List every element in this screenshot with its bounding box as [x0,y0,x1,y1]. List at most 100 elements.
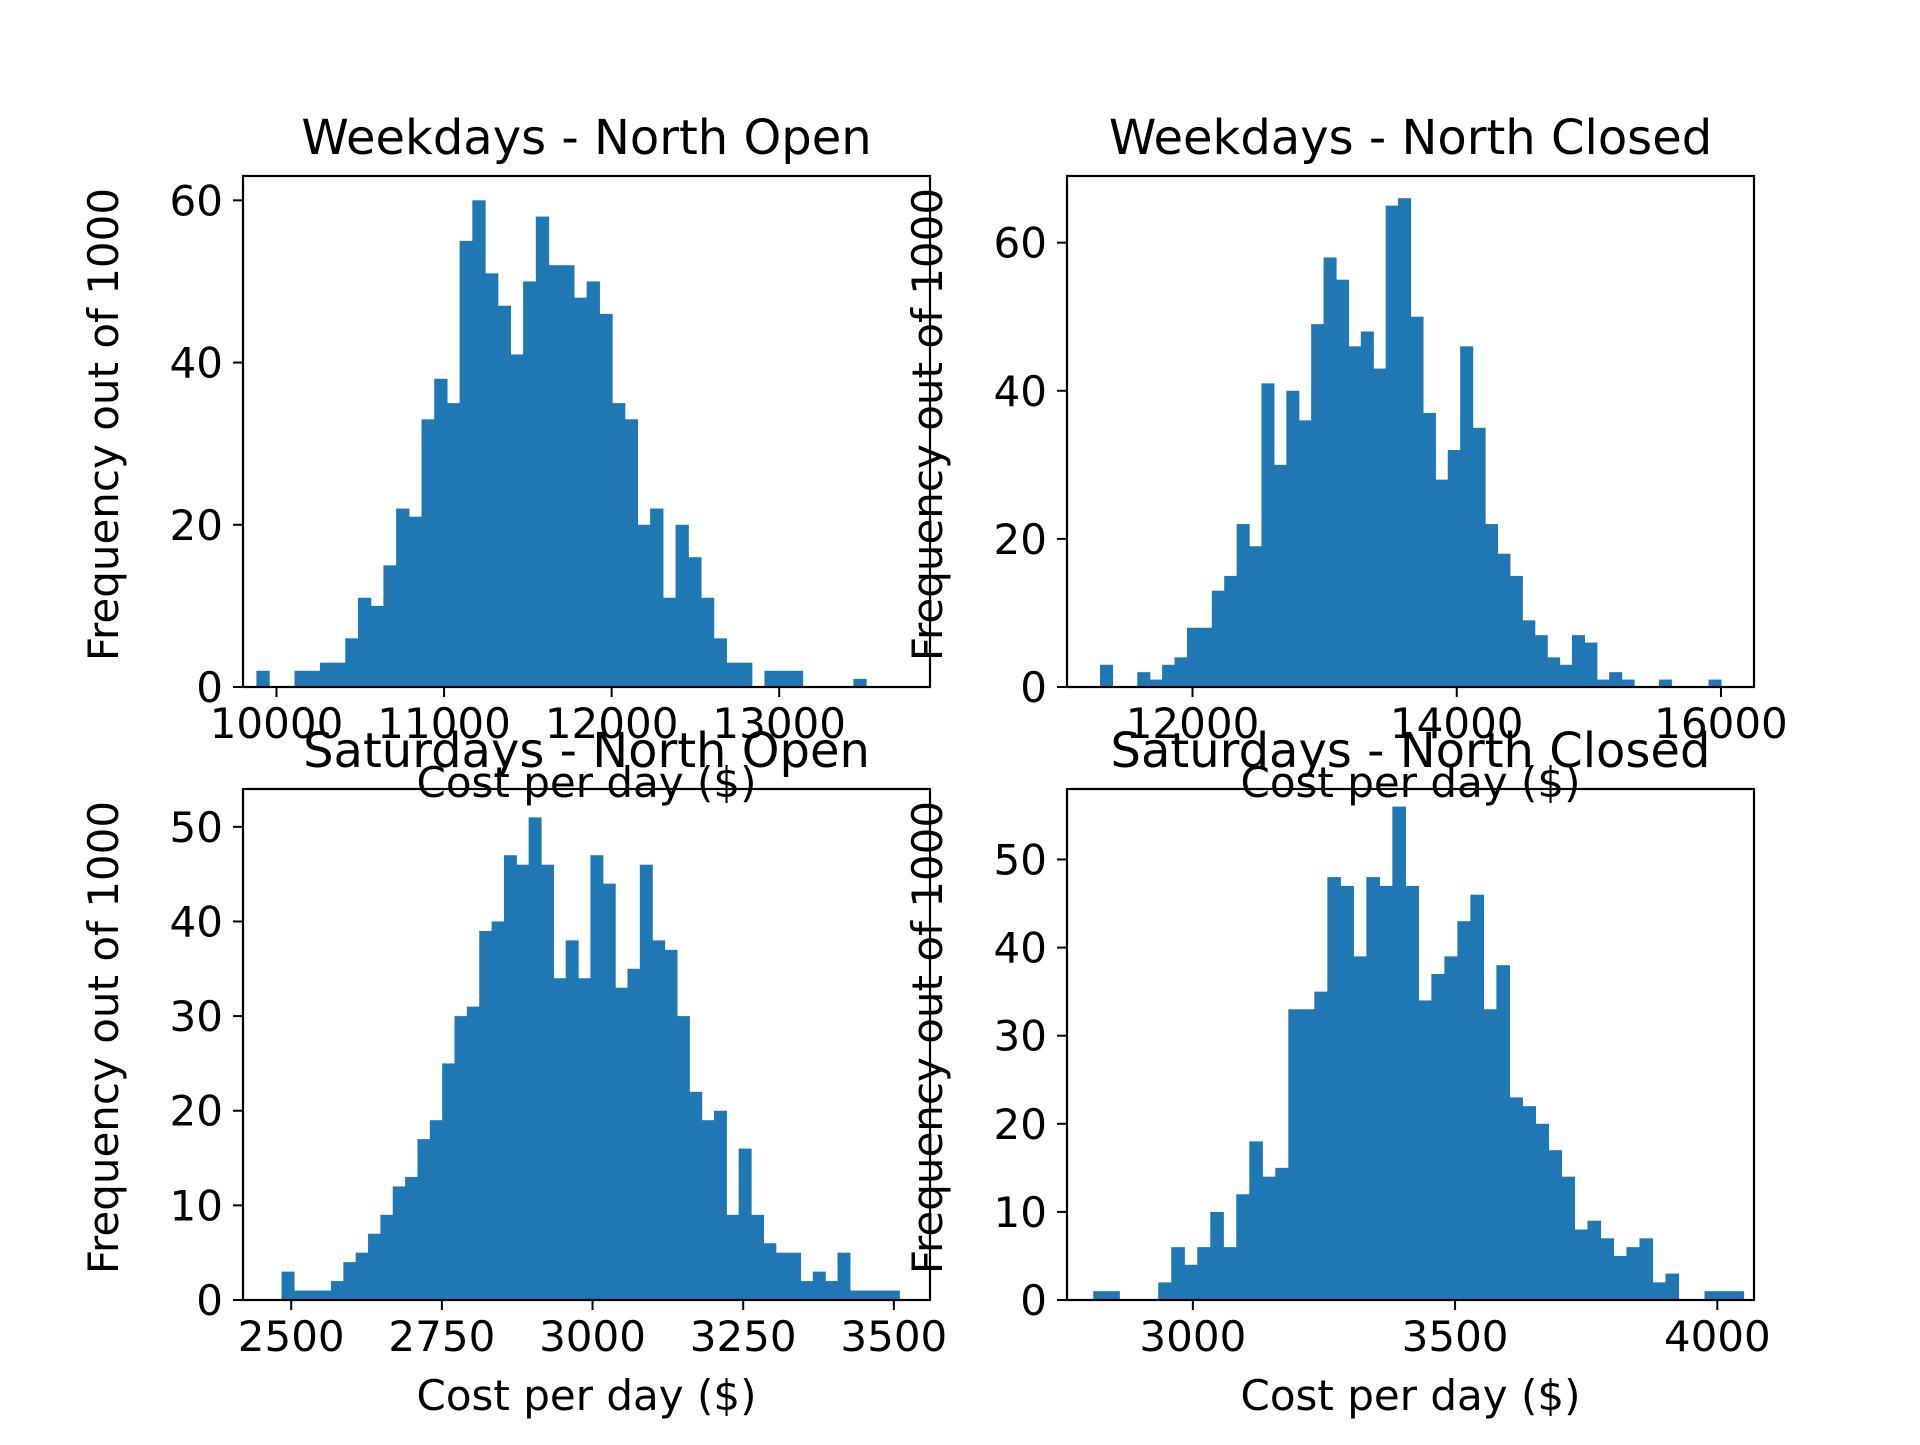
histogram-bar [1621,679,1635,687]
x-axis-label: Cost per day ($) [1241,758,1581,807]
histogram-bar [1704,1291,1719,1300]
histogram-bar [516,864,530,1300]
y-tick-label: 20 [170,501,223,550]
histogram-bar [578,978,592,1300]
histogram-bar [459,240,473,687]
histogram-bar [788,1252,802,1300]
histogram-bar [1261,383,1275,687]
histogram-bar [1457,921,1471,1300]
x-tick-label: 3000 [539,1312,646,1361]
histogram-bar [615,987,629,1300]
histogram-bar [612,403,626,687]
histogram-bar [503,855,517,1300]
x-tick-label: 4000 [1664,1312,1771,1361]
y-tick-label: 0 [1020,663,1047,712]
histogram-bar [1158,1282,1172,1300]
x-tick-label: 10000 [210,699,344,748]
y-tick-label: 20 [994,1100,1047,1149]
histogram-bar [713,638,727,687]
histogram-bar [837,1252,851,1300]
histogram-bar [1224,575,1238,687]
histogram-bar [1353,956,1367,1300]
histogram-bar [454,1016,468,1300]
histogram-bar [1509,575,1523,687]
histogram-bar [1447,450,1461,687]
histogram-bar [429,1120,443,1300]
histogram-bar [1730,1291,1745,1300]
histogram-bar [1186,627,1200,687]
histogram-bar [1149,679,1163,687]
histogram-bar [789,670,804,687]
x-tick-label: 13000 [712,699,846,748]
histogram-bar [1410,316,1424,687]
axes-frame [241,174,932,689]
histogram-bar [652,940,666,1300]
histogram-bar [1210,1211,1224,1300]
histogram-bar [1435,479,1449,687]
histogram-bar [1301,1009,1315,1300]
histogram-bar [472,200,486,687]
subplot-title: Saturdays - North Open [303,723,870,779]
histogram-bar [1652,1282,1667,1300]
x-tick-label: 16000 [1654,699,1788,748]
histogram-bar [1485,524,1499,687]
x-tick-label: 2500 [238,1312,345,1361]
y-tick-label: 40 [994,367,1047,416]
histogram-bar [639,864,653,1300]
y-tick-label: 40 [994,924,1047,973]
subplot-title: Weekdays - North Closed [1109,110,1712,166]
histogram-bar [553,978,567,1300]
histogram-bar [345,638,359,687]
histogram-bar [392,1186,406,1300]
histogram-bar [1522,1106,1537,1300]
histogram-bar [1596,679,1610,687]
histogram-bar [763,1243,777,1300]
histogram-bar [383,565,397,687]
histogram-bar [1483,1009,1498,1300]
histogram-bar [1323,257,1337,687]
histogram-bar [1211,590,1225,687]
histogram-bar [1199,627,1213,687]
histogram-bar [1093,1291,1107,1300]
histogram-bar [528,817,542,1300]
histogram-bar [1184,1264,1198,1300]
histogram-bar [561,265,575,687]
histogram-bar [1548,1150,1563,1300]
y-tick-label: 20 [994,515,1047,564]
histogram-bar [1609,672,1623,687]
histogram-bar [319,662,334,687]
histogram-bar [1708,679,1722,687]
y-axis-label: Frequency out of 1000 [79,188,128,661]
histogram-bar [408,516,423,687]
histogram-bar [355,1252,369,1300]
axes-frame [241,787,932,1302]
y-axis-label: Frequency out of 1000 [79,801,128,1274]
histogram-bar [1497,553,1511,687]
x-tick-label: 12000 [545,699,679,748]
histogram-bar [1223,1247,1237,1300]
histogram-bar [1431,974,1445,1300]
histogram-bar [1658,679,1672,687]
histogram-bar [485,273,499,687]
histogram-bar [1717,1291,1732,1300]
histogram-bar [1405,885,1419,1300]
y-tick-label: 10 [170,1181,223,1230]
histogram-bar [548,265,562,687]
histogram-bar [1398,198,1412,687]
x-tick-label: 14000 [1390,699,1524,748]
histogram-bar [396,508,410,687]
histogram-bar [1547,657,1561,687]
histogram-bar [1311,324,1325,687]
y-axis-label: Frequency out of 1000 [903,188,952,661]
histogram-bar [510,354,524,687]
histogram-bar [417,1139,431,1300]
histogram-bar [1571,635,1585,687]
histogram-bar [775,1252,789,1300]
histogram-bar [1288,1009,1302,1300]
histogram-bar [1298,420,1312,687]
x-axis-label: Cost per day ($) [417,1371,757,1420]
histogram-bar [523,281,537,687]
histogram-bar [1665,1273,1680,1300]
histogram-bar [1373,368,1387,687]
